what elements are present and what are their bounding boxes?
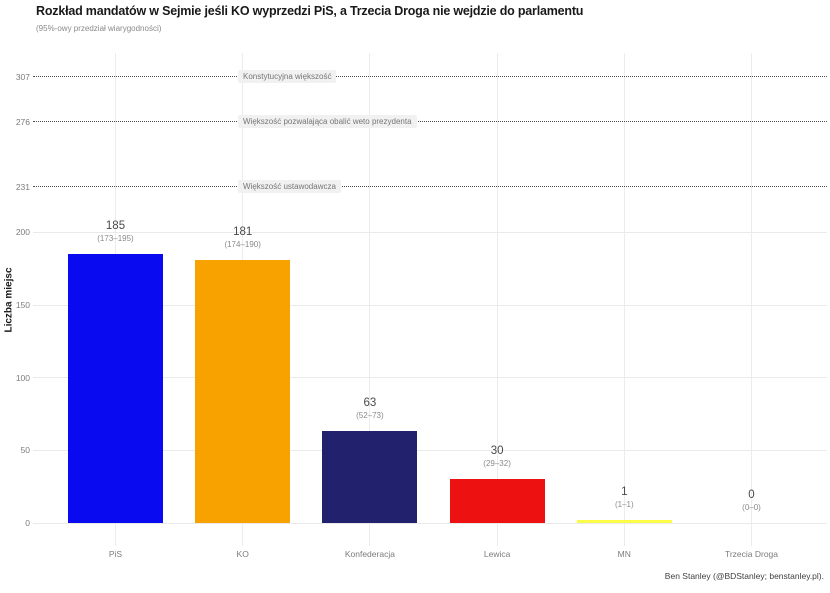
threshold-label: Konstytucyjna większość [238, 70, 337, 84]
bar-interval-label: (174–190) [224, 240, 261, 250]
bar-value-label: 63 [363, 397, 377, 410]
y-gridline [33, 377, 827, 379]
chart-title: Rozkład mandatów w Sejmie jeśli KO wyprz… [36, 4, 584, 18]
y-tick-label: 50 [20, 445, 30, 456]
bar-value-label: 185 [105, 220, 126, 233]
bar [449, 479, 545, 523]
threshold-label: Większość pozwalająca obalić weto prezyd… [238, 115, 417, 129]
y-gridline [33, 231, 827, 233]
y-gridline [33, 522, 827, 524]
category-label: MN [617, 549, 631, 559]
y-tick-label: 231 [15, 182, 30, 193]
bar-value-label: 181 [233, 226, 253, 239]
bar [576, 520, 672, 523]
y-tick-label: 100 [15, 372, 30, 383]
category-label: KO [236, 549, 249, 559]
bar [195, 260, 291, 523]
bar [322, 431, 418, 523]
category-label: Lewica [483, 549, 511, 559]
y-tick-label: 307 [15, 72, 30, 83]
category-label: Trzecia Droga [724, 549, 779, 559]
threshold-line [33, 121, 827, 123]
chart-caption: Ben Stanley (@BDStanley; benstanley.pl). [664, 571, 824, 581]
y-tick-label: 150 [15, 300, 30, 311]
y-gridline [33, 304, 827, 306]
threshold-label: Większość ustawodawcza [238, 180, 341, 194]
bar-value-label: 0 [748, 489, 755, 501]
x-gridline [496, 53, 498, 546]
y-tick-label: 200 [15, 227, 30, 238]
category-label: Konfederacja [344, 549, 395, 559]
y-gridline [33, 449, 827, 451]
threshold-line [33, 186, 827, 188]
x-gridline [623, 53, 625, 546]
bar-interval-label: (1–1) [614, 500, 634, 509]
bar-interval-label: (0–0) [742, 503, 761, 512]
bar-interval-label: (52–73) [356, 411, 384, 421]
x-gridline [751, 53, 752, 546]
y-tick-label: 276 [15, 117, 30, 128]
y-tick-label: 0 [25, 518, 30, 528]
bar-interval-label: (29–32) [483, 459, 511, 469]
bar [68, 254, 163, 523]
x-gridline [369, 53, 371, 546]
bar-value-label: 1 [621, 486, 628, 498]
category-label: PiS [108, 549, 123, 559]
chart-subtitle: (95%-owy przedział wiarygodności) [36, 24, 162, 33]
bar-interval-label: (173–195) [97, 234, 134, 244]
threshold-line [33, 76, 827, 78]
bar-value-label: 30 [490, 445, 504, 458]
